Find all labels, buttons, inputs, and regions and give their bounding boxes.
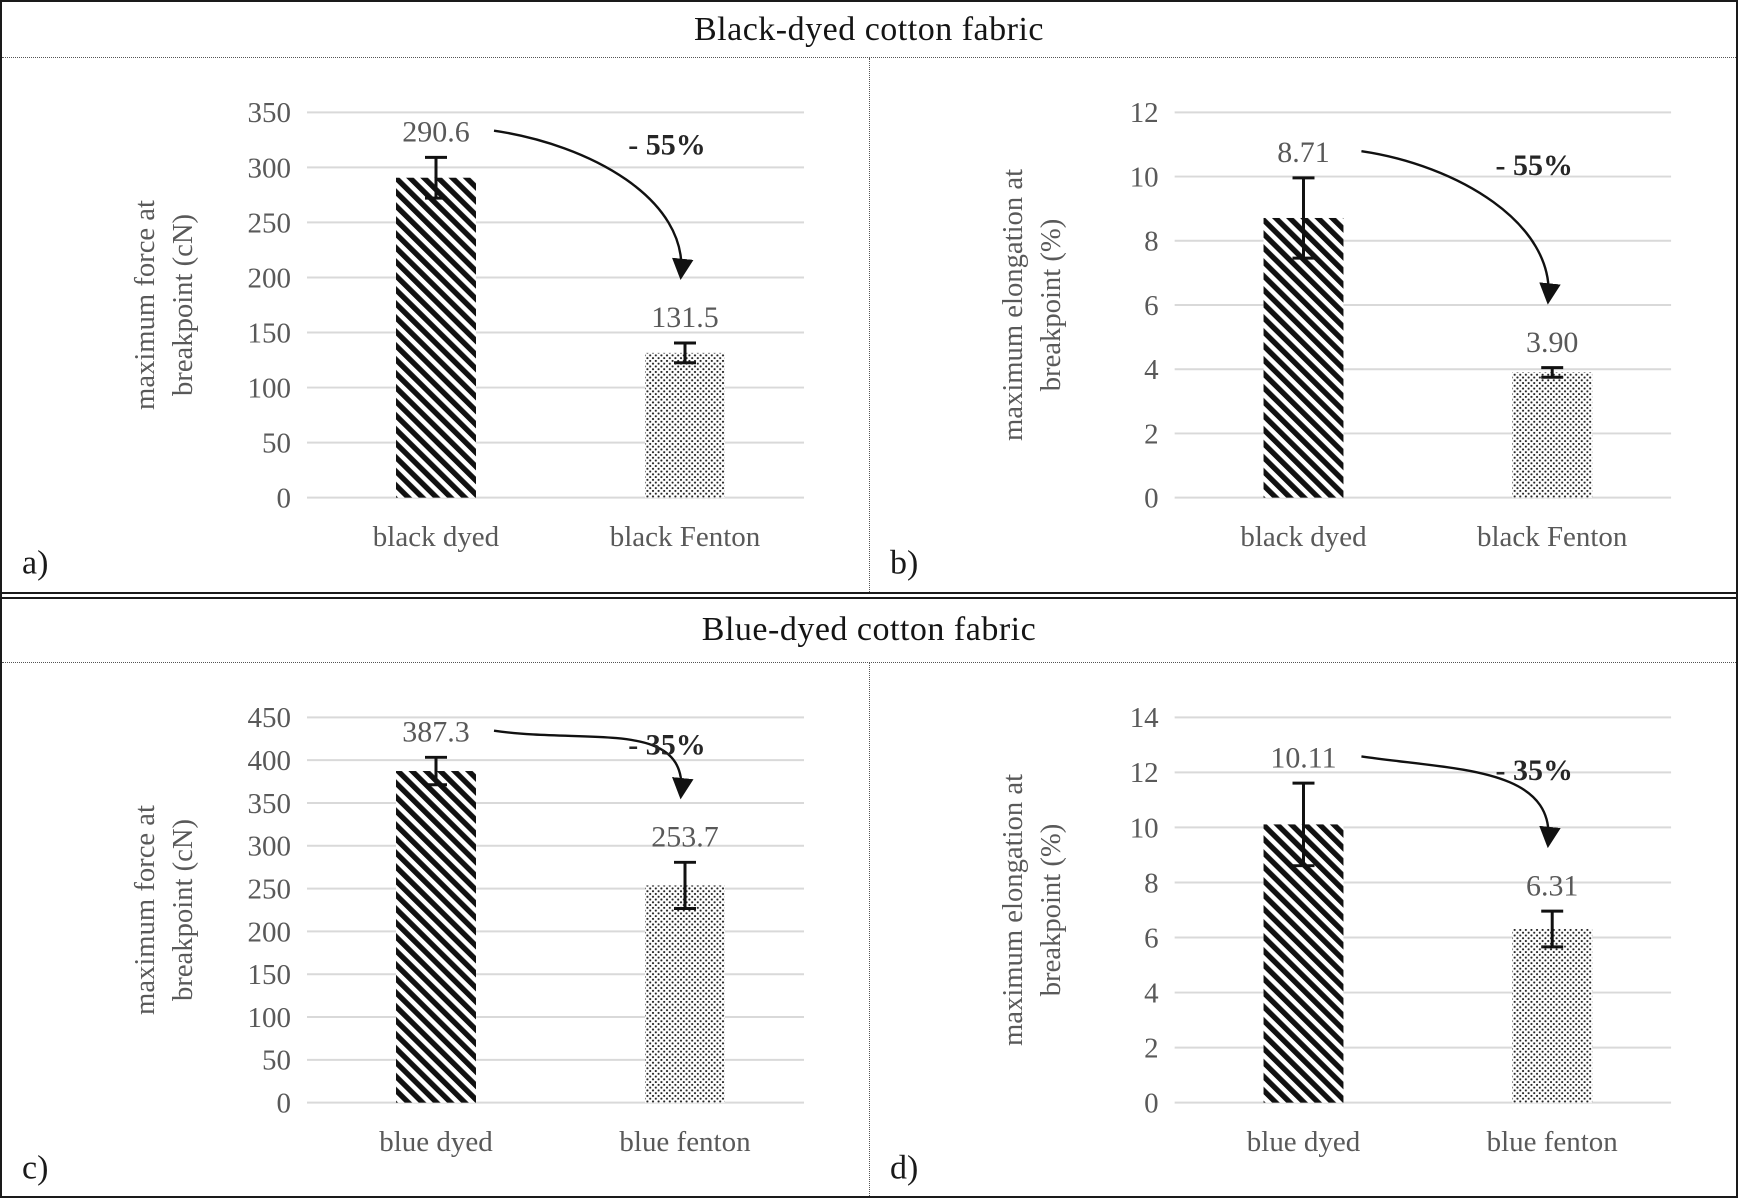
panel-letter: a) <box>22 545 48 582</box>
panel-letter: c) <box>22 1149 48 1186</box>
y-tick-label: 350 <box>248 787 291 819</box>
x-category-label: blue dyed <box>1247 1126 1361 1158</box>
x-category-label: black Fenton <box>610 521 761 553</box>
y-tick-label: 0 <box>1144 483 1158 515</box>
chart-c-max-force-blue: 0 50 100 150 200 250 300 350 400 450 maximum force… <box>22 702 804 1186</box>
panel-d: 0 2 4 6 8 10 12 14 maximum elongation at breakpoi… <box>869 662 1736 1196</box>
bar-blue-dyed <box>396 770 476 1103</box>
y-tick-label: 100 <box>248 373 291 405</box>
panel-c: 0 50 100 150 200 250 300 350 400 450 maximum force… <box>2 663 869 1197</box>
value-label: 10.11 <box>1270 741 1336 774</box>
y-tick-label: 200 <box>248 263 291 295</box>
y-tick-label: 50 <box>262 428 291 460</box>
value-label: 6.31 <box>1526 869 1578 902</box>
bar-black-Fenton <box>645 352 725 498</box>
black-charts-row: 0 50 100 150 200 250 300 350 maximum force at bre… <box>2 58 1736 592</box>
y-axis-label-line2: breakpoint (%) <box>1035 219 1067 392</box>
bar-black-dyed <box>396 177 476 498</box>
value-label: 8.71 <box>1277 136 1329 169</box>
percent-change-annotation: - 35% <box>628 728 705 761</box>
percent-change-annotation: - 35% <box>1496 754 1573 787</box>
x-category-label: black Fenton <box>1477 521 1627 553</box>
x-category-label: blue fenton <box>1487 1126 1618 1158</box>
y-axis-label-line2: breakpoint (%) <box>1035 823 1067 996</box>
y-tick-label: 100 <box>248 1002 291 1034</box>
value-label: 131.5 <box>651 301 718 334</box>
bar-blue-fenton <box>645 884 725 1103</box>
value-label: 3.90 <box>1526 326 1578 359</box>
y-tick-label: 12 <box>1130 757 1159 789</box>
bar-black-Fenton <box>1512 372 1593 498</box>
bar-blue-dyed <box>1263 823 1344 1103</box>
blue-charts-row: 0 50 100 150 200 250 300 350 400 450 maximum force… <box>2 662 1736 1197</box>
y-tick-label: 6 <box>1144 922 1158 954</box>
y-tick-label: 200 <box>248 916 291 948</box>
chart-d-max-elongation-blue: 0 2 4 6 8 10 12 14 maximum elongation at breakpoi… <box>890 702 1672 1186</box>
y-tick-label: 150 <box>248 959 291 991</box>
y-tick-label: 6 <box>1144 290 1158 322</box>
y-axis-label-line2: breakpoint (cN) <box>167 818 199 1000</box>
section-title-black: Black-dyed cotton fabric <box>694 10 1044 48</box>
section-title-band-black: Black-dyed cotton fabric <box>2 2 1736 58</box>
y-axis-label-line1: maximum elongation at <box>997 773 1029 1045</box>
decrease-arrow <box>493 129 694 281</box>
y-tick-label: 0 <box>1144 1087 1158 1119</box>
y-tick-label: 2 <box>1144 1032 1158 1064</box>
decrease-arrow <box>1361 149 1561 305</box>
y-tick-label: 12 <box>1130 97 1159 129</box>
decrease-arrow <box>1361 754 1561 848</box>
y-tick-label: 10 <box>1130 812 1159 844</box>
panel-a: 0 50 100 150 200 250 300 350 maximum force at bre… <box>2 58 869 592</box>
y-axis-label-line2: breakpoint (cN) <box>167 214 199 396</box>
y-tick-label: 0 <box>277 483 291 515</box>
y-tick-label: 8 <box>1144 867 1158 899</box>
bar-blue-fenton <box>1512 928 1593 1103</box>
y-tick-label: 4 <box>1144 354 1158 386</box>
section-divider <box>2 591 1736 599</box>
y-tick-label: 250 <box>248 873 291 905</box>
y-tick-label: 2 <box>1144 418 1158 450</box>
value-label: 253.7 <box>651 820 719 853</box>
x-category-label: black dyed <box>373 521 500 553</box>
y-tick-label: 250 <box>248 207 291 239</box>
panel-letter: b) <box>890 545 918 582</box>
section-title-blue: Blue-dyed cotton fabric <box>701 611 1037 648</box>
section-title-band-blue: Blue-dyed cotton fabric <box>2 599 1736 663</box>
panel-b: 0 2 4 6 8 10 12 maximum elongation at breakpoint… <box>869 58 1736 592</box>
decrease-arrow <box>493 728 694 799</box>
bar-black-dyed <box>1263 217 1344 498</box>
chart-a-max-force-black: 0 50 100 150 200 250 300 350 maximum force at bre… <box>22 97 804 582</box>
y-tick-label: 10 <box>1130 162 1159 194</box>
y-tick-label: 300 <box>248 830 291 862</box>
x-category-label: blue fenton <box>619 1126 750 1158</box>
y-axis-label-line1: maximum force at <box>129 805 161 1015</box>
x-category-label: blue dyed <box>379 1126 493 1158</box>
percent-change-annotation: - 55% <box>1496 149 1573 182</box>
y-tick-label: 0 <box>277 1087 291 1119</box>
value-label: 387.3 <box>402 715 469 748</box>
y-tick-label: 14 <box>1130 702 1159 734</box>
value-label: 290.6 <box>402 116 470 149</box>
y-tick-label: 400 <box>248 745 291 777</box>
y-tick-label: 450 <box>248 702 291 734</box>
y-tick-label: 4 <box>1144 977 1158 1009</box>
y-tick-label: 50 <box>262 1044 291 1076</box>
y-tick-label: 350 <box>248 97 291 129</box>
panel-letter: d) <box>890 1149 918 1186</box>
y-tick-label: 150 <box>248 318 291 350</box>
chart-b-max-elongation-black: 0 2 4 6 8 10 12 maximum elongation at breakpoint… <box>890 97 1672 582</box>
y-tick-label: 300 <box>248 152 291 184</box>
y-tick-label: 8 <box>1144 226 1158 258</box>
y-axis-label-line1: maximum elongation at <box>997 169 1029 441</box>
y-axis-label-line1: maximum force at <box>129 200 161 410</box>
percent-change-annotation: - 55% <box>628 129 705 162</box>
x-category-label: black dyed <box>1240 521 1367 553</box>
